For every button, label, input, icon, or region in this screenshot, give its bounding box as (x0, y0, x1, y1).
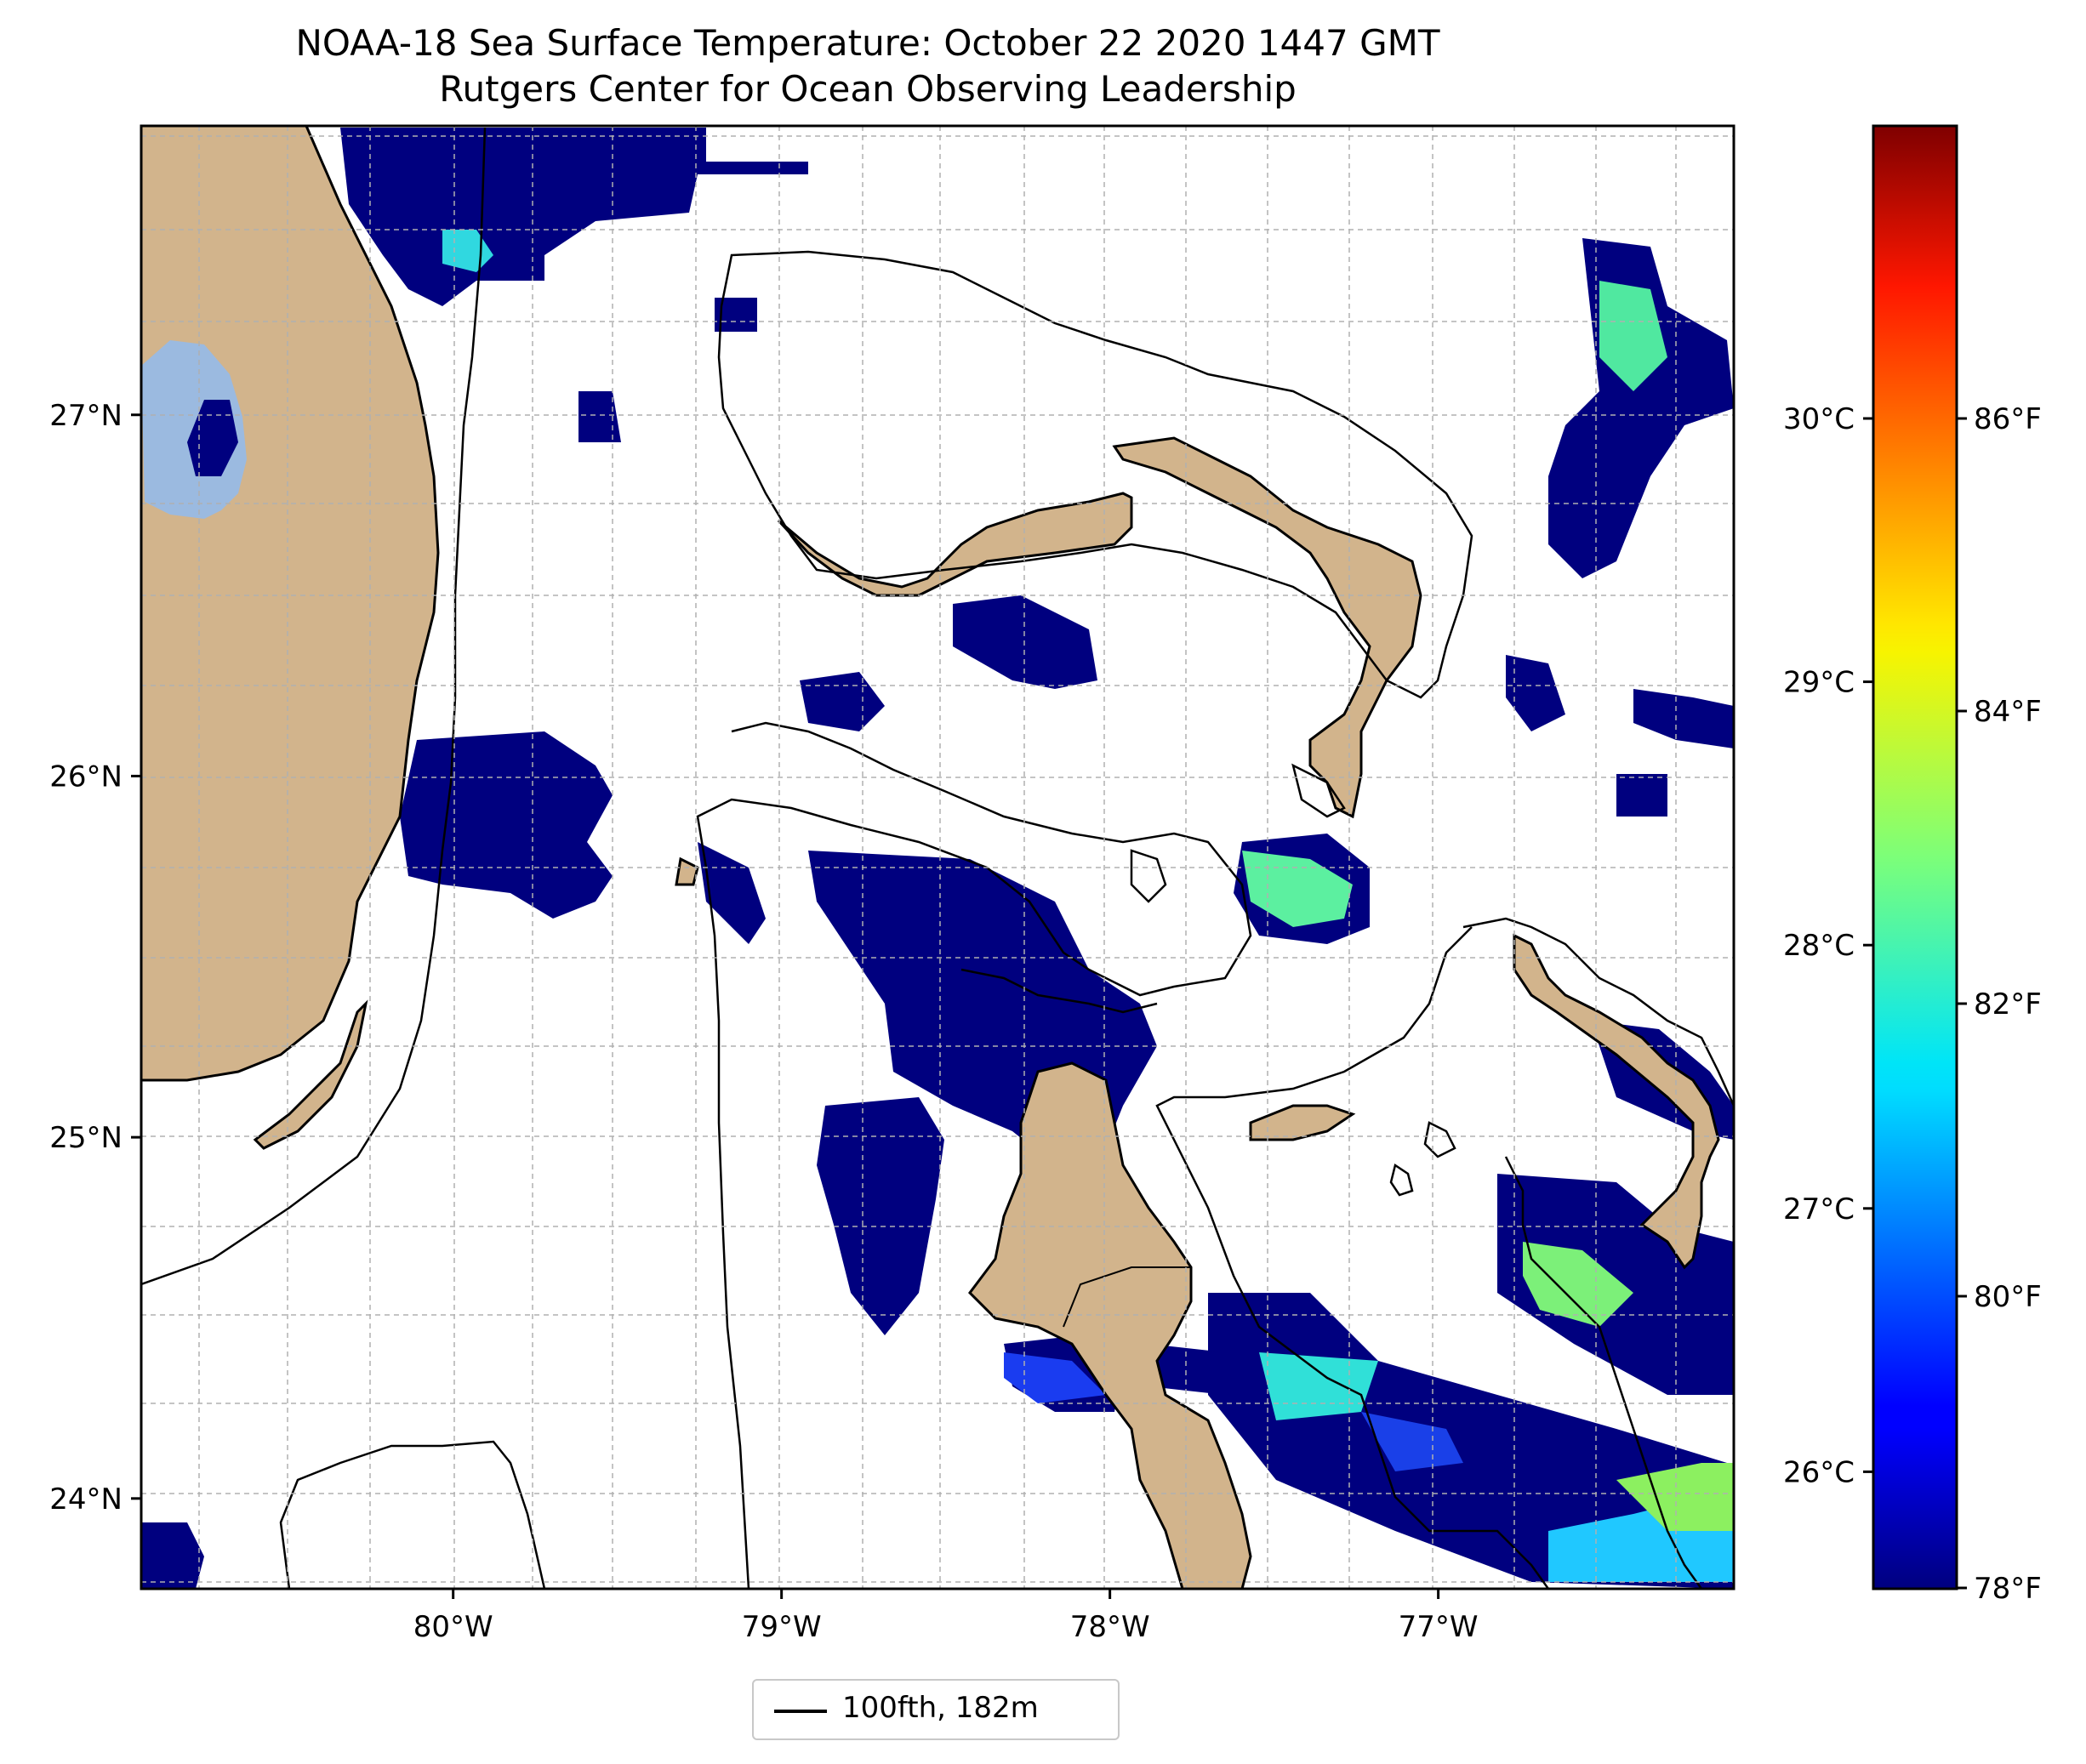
sst-patch-green (1599, 281, 1667, 391)
bimini-islands (675, 856, 699, 886)
sst-patch (578, 391, 621, 442)
sst-patch (141, 1522, 204, 1589)
sst-patch (817, 1097, 944, 1335)
map-legend: 100fth, 182m (752, 1679, 1120, 1740)
great-abaco (1112, 436, 1422, 819)
colorbar-celsius-tick-label: 27°C (1783, 1192, 1855, 1226)
isobath-100fth (141, 127, 1734, 1589)
longitude-ticks: 80°W 79°W 78°W 77°W (413, 1589, 1479, 1644)
sst-patch (1616, 774, 1667, 817)
berry-islands (1249, 1104, 1356, 1141)
sst-patch-green (1616, 1463, 1734, 1531)
map-title: NOAA-18 Sea Surface Temperature: October… (295, 22, 1440, 64)
sst-patch-blue (1361, 1412, 1463, 1471)
colorbar-fahrenheit-tick-label: 82°F (1974, 987, 2042, 1021)
map-frame (140, 124, 1735, 1590)
sst-patch (340, 128, 808, 306)
sst-patch-blue (1004, 1352, 1106, 1403)
sst-warm-patches (442, 230, 1734, 1582)
longitude-tick-label: 78°W (1070, 1610, 1150, 1644)
colorbar-celsius-tick-label: 28°C (1783, 929, 1855, 963)
colorbar-fahrenheit-tick-label: 86°F (1974, 402, 2042, 436)
colorbar (1872, 124, 1958, 1590)
sst-patch (953, 595, 1097, 689)
sst-patch (400, 731, 613, 919)
colorbar-celsius-tick-label: 29°C (1783, 666, 1855, 700)
colorbar-fahrenheit-tick-label: 84°F (1974, 695, 2042, 729)
map-subtitle: Rutgers Center for Ocean Observing Leade… (439, 68, 1297, 110)
sst-patch (1148, 1344, 1225, 1395)
eleuthera (1513, 933, 1720, 1270)
longitude-tick-label: 77°W (1399, 1610, 1479, 1644)
latitude-tick-label: 25°N (49, 1121, 123, 1155)
sst-patch (1548, 238, 1734, 578)
andros-island (968, 1061, 1252, 1589)
latitude-tick-label: 27°N (49, 399, 123, 433)
sst-patch-green (1523, 1242, 1633, 1327)
legend-label: 100fth, 182m (842, 1691, 1039, 1725)
latitude-tick-label: 26°N (49, 760, 123, 794)
longitude-tick-label: 80°W (413, 1610, 493, 1644)
colorbar-celsius-tick-label: 26°C (1783, 1455, 1855, 1489)
sst-patch (187, 400, 238, 476)
legend-line-swatch (774, 1710, 827, 1713)
colorbar-fahrenheit-tick-label: 80°F (1974, 1280, 2042, 1314)
sst-patch (1633, 689, 1734, 748)
colorbar-celsius-tick-label: 30°C (1783, 402, 1855, 436)
latitude-ticks: 27°N 26°N 25°N 24°N (49, 399, 141, 1516)
sst-patch-green (1242, 851, 1353, 927)
sst-patch (715, 298, 757, 332)
colorbar-celsius-ticks: 30°C 29°C 28°C 27°C 26°C (1783, 402, 1873, 1489)
sst-patch (800, 672, 885, 731)
sst-patch (1506, 655, 1565, 731)
colorbar-fahrenheit-ticks: 86°F 84°F 82°F 80°F 78°F (1957, 402, 2042, 1606)
longitude-tick-label: 79°W (742, 1610, 822, 1644)
colorbar-fahrenheit-tick-label: 78°F (1974, 1572, 2042, 1606)
latitude-tick-label: 24°N (49, 1482, 123, 1516)
map-gridlines (141, 126, 1734, 1589)
sst-patch (698, 842, 766, 944)
grand-bahama (777, 492, 1133, 597)
sst-patch-cyan (1259, 1352, 1378, 1420)
